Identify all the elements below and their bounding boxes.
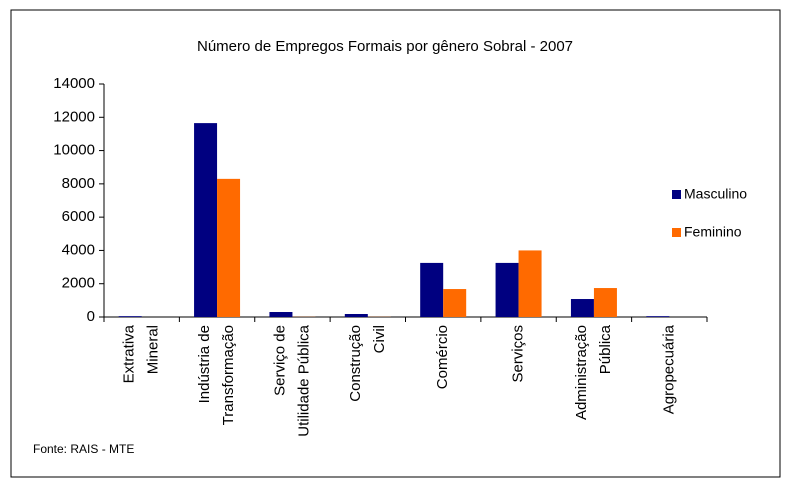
bar [495, 262, 519, 317]
source-note: Fonte: RAIS - MTE [33, 442, 134, 456]
x-tick-label: Agropecuária [660, 324, 677, 414]
x-tick-label: Serviço de [271, 325, 288, 396]
x-tick-label: Comércio [434, 325, 451, 389]
x-tick-label: Serviços [510, 325, 527, 383]
bar [217, 178, 241, 317]
bar [420, 262, 444, 317]
x-tick-label: Pública [597, 324, 614, 374]
y-tick-label: 8000 [62, 175, 95, 192]
legend-swatch [672, 228, 681, 237]
bar [646, 316, 670, 317]
chart-frame [10, 9, 781, 478]
legend-swatch [672, 190, 681, 199]
bar [194, 123, 218, 317]
x-tick-label: Utilidade Pública [295, 324, 312, 436]
bar [570, 299, 594, 317]
x-tick-label: Administração [573, 325, 590, 420]
x-tick-label: Transformação [220, 325, 237, 425]
y-tick-label: 12000 [53, 108, 95, 125]
y-tick-label: 4000 [62, 241, 95, 258]
bar [118, 316, 142, 317]
x-tick-label: Construção [347, 325, 364, 402]
x-tick-label: Extrativa [121, 324, 138, 383]
chart-title: Número de Empregos Formais por gênero So… [197, 38, 573, 55]
legend-label: Masculino [684, 186, 747, 202]
bar [344, 314, 368, 317]
y-tick-label: 10000 [53, 142, 95, 159]
x-tick-label: Civil [371, 325, 388, 353]
y-tick-label: 6000 [62, 208, 95, 225]
y-tick-label: 14000 [53, 75, 95, 92]
y-tick-label: 2000 [62, 275, 95, 292]
legend-label: Feminino [684, 224, 742, 240]
bar [518, 250, 542, 317]
y-tick-label: 0 [87, 308, 95, 325]
bar [269, 312, 293, 317]
x-tick-label: Indústria de [196, 325, 213, 403]
x-tick-label: Mineral [145, 325, 162, 374]
bar [443, 289, 467, 317]
bar [593, 288, 617, 317]
